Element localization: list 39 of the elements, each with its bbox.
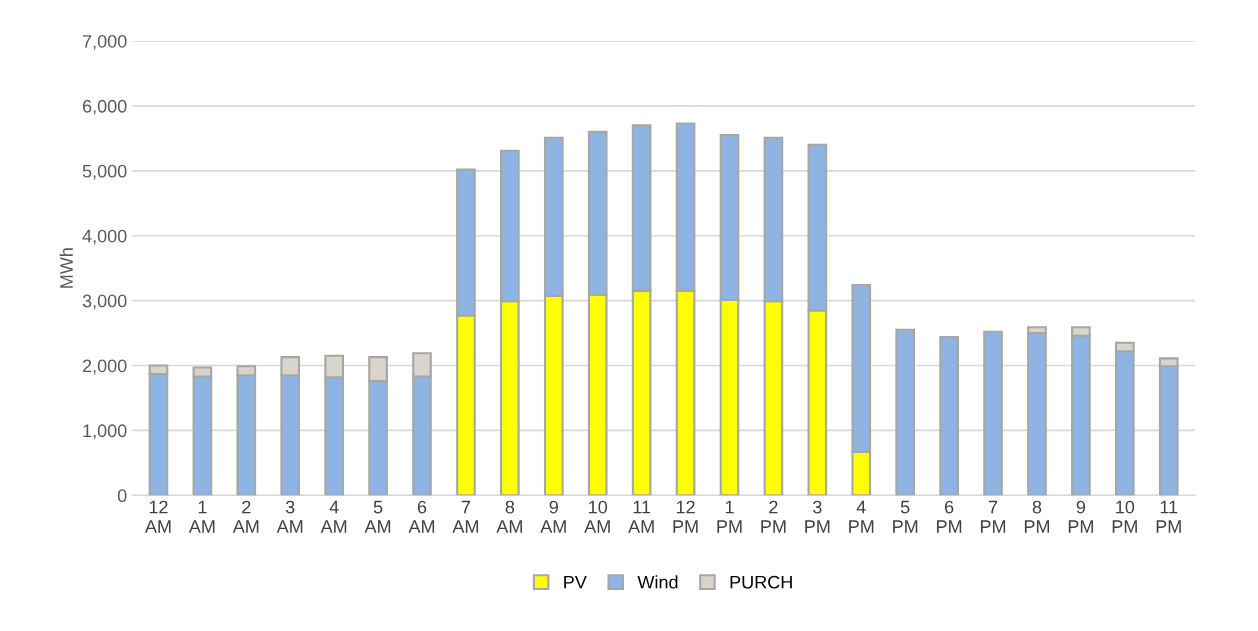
x-tick-label: 2 AM: [232, 500, 259, 533]
x-tick-label: 9 AM: [540, 500, 566, 533]
x-tick-label: 9 PM: [1068, 500, 1093, 533]
x-tick-label: 3 AM: [276, 500, 303, 533]
y-tick-label: 5,000: [82, 164, 127, 180]
x-tick-label: 7 AM: [452, 500, 478, 533]
x-tick-label: 11 PM: [1156, 500, 1181, 533]
legend-label: PV: [564, 575, 587, 589]
x-tick-label: 4 AM: [320, 500, 347, 533]
x-tick-label: 8 PM: [1024, 500, 1050, 533]
y-axis-title: MWh: [59, 248, 73, 288]
bar: [939, 335, 959, 496]
bar: [895, 328, 916, 496]
x-tick-label: 8 AM: [496, 500, 522, 533]
x-tick-label: 6 AM: [408, 500, 435, 533]
x-tick-label: 7 PM: [980, 500, 1006, 533]
x-tick-label: 2 PM: [761, 500, 786, 533]
x-tick-label: 1 AM: [188, 500, 215, 533]
x-tick-label: 6 PM: [937, 500, 962, 533]
y-tick-label: 4,000: [82, 229, 127, 245]
x-tick-label: 11 AM: [628, 500, 654, 533]
x-tick-label: 12 PM: [673, 500, 698, 533]
y-tick-label: 6,000: [82, 99, 127, 115]
x-tick-label: 4 PM: [849, 500, 874, 533]
bar: [983, 330, 1003, 496]
y-tick-label: 7,000: [82, 34, 127, 50]
x-tick-label: 10 AM: [584, 500, 610, 533]
y-tick-label: 2,000: [82, 359, 127, 375]
x-tick-label: 5 AM: [364, 500, 391, 533]
y-tick-label: 1,000: [83, 424, 127, 440]
y-tick-label: 3,000: [82, 294, 127, 310]
y-tick-label: 0: [117, 489, 127, 503]
x-tick-label: 12 AM: [144, 500, 171, 533]
x-tick-label: 10 PM: [1112, 500, 1137, 533]
x-tick-label: 5 PM: [893, 500, 918, 533]
legend-label: PURCH: [730, 575, 792, 589]
x-tick-label: 3 PM: [805, 500, 830, 533]
x-tick-label: 1 PM: [717, 500, 742, 533]
legend-label: Wind: [637, 575, 678, 589]
